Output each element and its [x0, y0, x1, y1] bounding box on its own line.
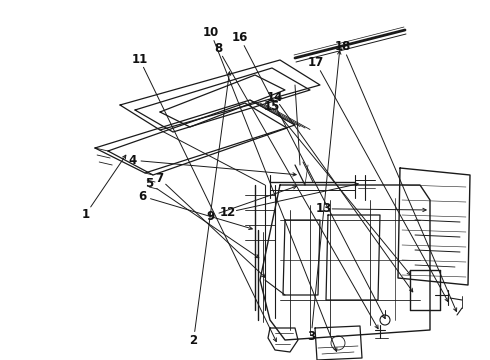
- Text: 1: 1: [82, 208, 90, 221]
- Text: 10: 10: [202, 26, 219, 39]
- Text: 13: 13: [315, 202, 332, 215]
- Text: 6: 6: [138, 190, 146, 203]
- Text: 14: 14: [266, 91, 283, 104]
- Text: 18: 18: [335, 40, 351, 53]
- Text: 11: 11: [131, 53, 148, 66]
- Text: 17: 17: [308, 57, 324, 69]
- Text: 15: 15: [264, 100, 280, 113]
- Text: 7: 7: [155, 172, 163, 185]
- Text: 2: 2: [190, 334, 197, 347]
- Text: 3: 3: [307, 330, 315, 343]
- Text: 5: 5: [146, 177, 153, 190]
- Text: 4: 4: [128, 154, 136, 167]
- Text: 9: 9: [207, 210, 215, 222]
- Text: 12: 12: [220, 206, 236, 219]
- Text: 8: 8: [214, 42, 222, 55]
- Text: 16: 16: [232, 31, 248, 44]
